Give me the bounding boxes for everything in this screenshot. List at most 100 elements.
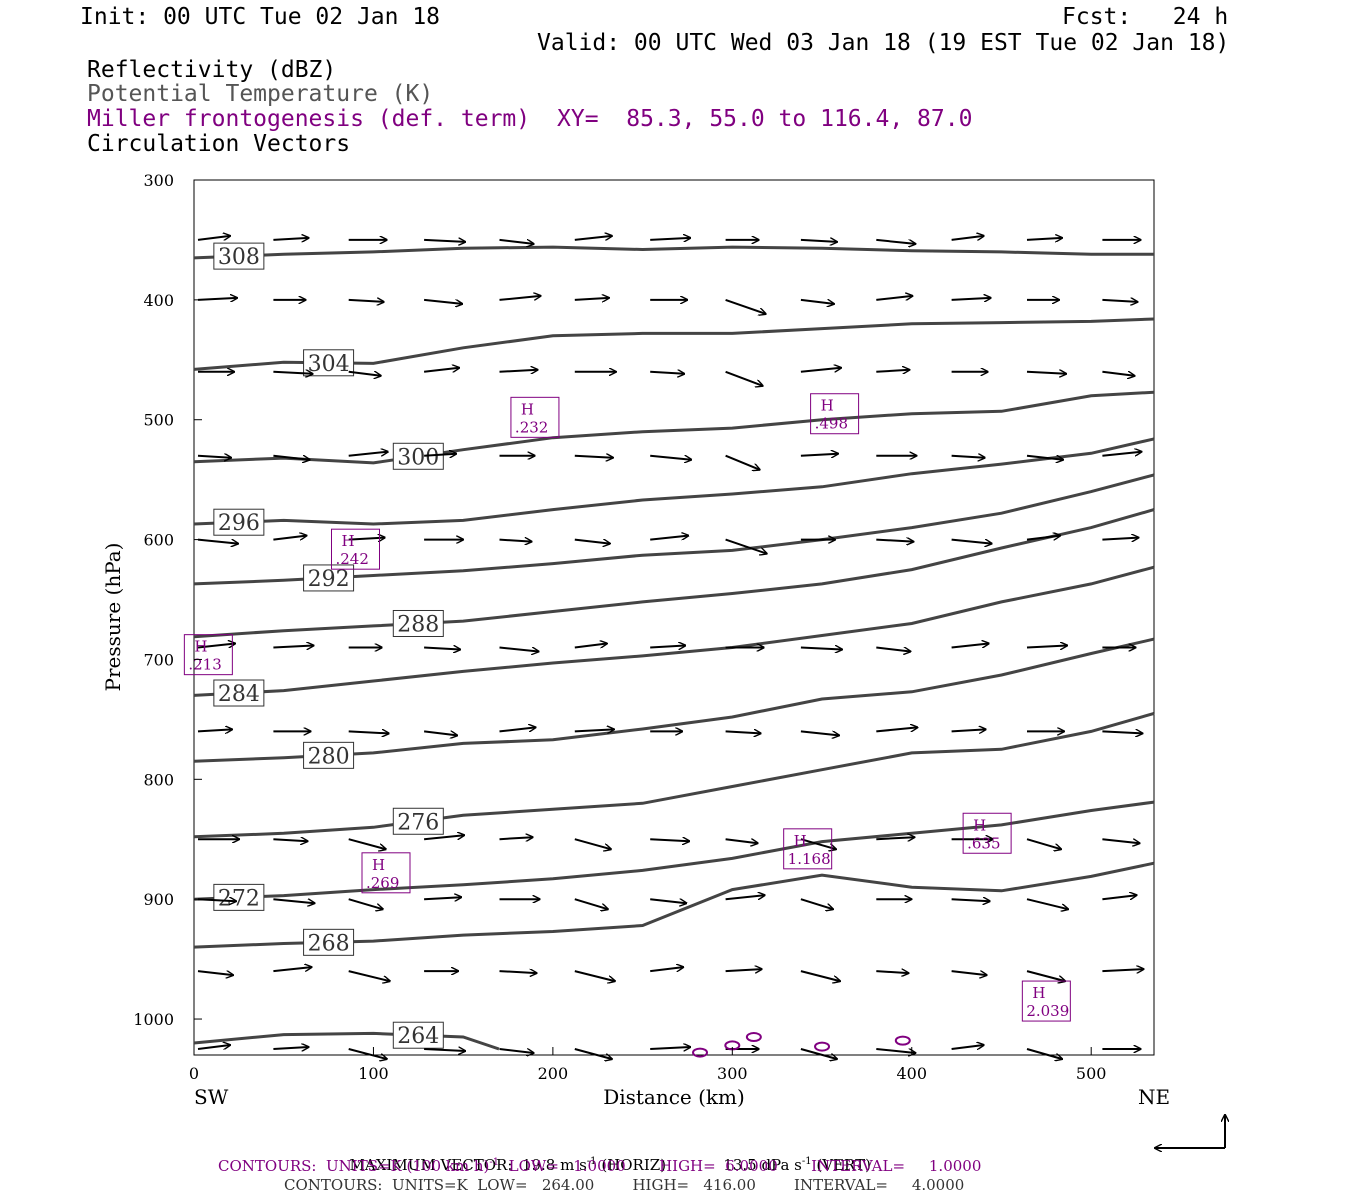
circulation-vector: [499, 971, 537, 973]
theta-contour-296: [193, 437, 1155, 526]
circulation-vector: [876, 296, 912, 301]
circulation-vector: [951, 456, 985, 458]
y-tick-label: 400: [143, 291, 174, 310]
theta-contours: 308 304 300 296 292 288 284 280 276 272 268 264: [193, 242, 1155, 1051]
circulation-vector: [197, 970, 233, 975]
circulation-vector: [1102, 895, 1136, 901]
fronto-contour-prefix: CONTOURS: UNITS=K (100 km h): [218, 1157, 490, 1175]
max-vector-line: MAXIMUM VECTOR: 19.8 m s-1 (HORIZ) 13.5 …: [340, 1138, 871, 1174]
frontogenesis-max-h: H: [1032, 984, 1045, 1002]
frontogenesis-max-value: 1.168: [788, 850, 831, 868]
circulation-vector: [197, 538, 238, 544]
frontogenesis-max-h: H: [521, 400, 534, 418]
circulation-vector: [273, 372, 312, 374]
circulation-vector: [499, 296, 541, 301]
circulation-vector: [499, 646, 539, 652]
circulation-vector: [650, 967, 683, 973]
x-tick-label: 100: [358, 1064, 389, 1083]
circulation-vector: [800, 298, 834, 304]
circulation-vector: [423, 298, 462, 304]
y-tick-label: 300: [143, 171, 174, 190]
reflectivity-label: Reflectivity (dBZ): [87, 57, 337, 83]
frontogenesis-max-h: H: [194, 638, 207, 656]
circulation-vector: [800, 1048, 837, 1059]
theta-label: Potential Temperature (K): [87, 81, 434, 107]
circulation-vector: [424, 240, 465, 242]
theta-contour-264: [193, 1031, 500, 1051]
circulation-vector: [499, 370, 538, 372]
circulation-vector: [876, 238, 915, 244]
frontogenesis-max-box: [510, 396, 560, 438]
circulation-vector: [574, 298, 609, 300]
forecast-hour: Fcst: 24 h: [1062, 4, 1229, 30]
max-vector-horiz-unit: (HORIZ): [601, 1156, 667, 1174]
theta-contour-272: [193, 800, 1155, 901]
y-tick-label: 1000: [133, 1010, 174, 1029]
circulation-vector: [800, 240, 837, 242]
circulation-vector: [574, 236, 612, 241]
theta-contour-304: [193, 317, 1155, 371]
frontogenesis-max-box: [810, 393, 860, 435]
frontogenesis-max-box: [1021, 980, 1071, 1022]
theta-contour-info: CONTOURS: UNITS=K LOW= 264.00 HIGH= 416.…: [284, 1176, 965, 1194]
frontogenesis-max-h: H: [973, 816, 986, 834]
circulation-vector: [424, 454, 456, 456]
circulation-vector: [1102, 370, 1134, 376]
frontogenesis-max-box: [783, 828, 833, 870]
theta-label-296: 296: [218, 511, 260, 536]
frontogenesis-max-value: .498: [815, 415, 848, 433]
frontogenesis-max-value: .242: [335, 550, 368, 568]
frontogenesis-max-value: .232: [515, 418, 548, 436]
frontogenesis-contour: [745, 1032, 762, 1043]
theta-contour-284: [193, 565, 1155, 697]
circulation-vector: [197, 644, 235, 649]
theta-label-308: 308: [218, 245, 260, 270]
frontogenesis-contour: [814, 1041, 831, 1052]
circulation-vector: [273, 454, 309, 460]
circulation-vector: [273, 646, 313, 648]
circulation-vector: [650, 372, 684, 374]
circulation-vector: [574, 1048, 612, 1059]
valid-time: Valid: 00 UTC Wed 03 Jan 18 (19 EST Tue …: [537, 30, 1230, 56]
frontogenesis-max-box: [962, 812, 1012, 854]
circulation-vector: [876, 837, 914, 839]
circulation-vector: [876, 370, 909, 372]
x-axis-label: Distance (km): [603, 1085, 745, 1109]
circulation-vector: [273, 536, 306, 541]
frontogenesis-max-value: .213: [188, 656, 221, 674]
circulation-vector: [348, 370, 381, 376]
circulation-vector: [424, 1049, 465, 1051]
circulation-vector: [197, 236, 230, 241]
y-tick-label: 500: [143, 411, 174, 430]
theta-label-272: 272: [218, 886, 260, 911]
circulation-vector: [650, 238, 690, 240]
max-vector-vert: 13.5 dPa s: [723, 1156, 802, 1174]
circulation-vector: [197, 456, 231, 458]
circulation-vector: [197, 298, 237, 300]
circulation-vector: [348, 898, 383, 909]
circulation-vector: [423, 730, 457, 735]
theta-label-box: [213, 242, 265, 270]
circulation-vector: [348, 1048, 387, 1059]
circulation-vector: [951, 236, 984, 241]
vectors-label: Circulation Vectors: [87, 131, 351, 157]
frontogenesis-max-box: [183, 634, 233, 676]
theta-label-box: [213, 883, 265, 911]
frontogenesis-maxima: H.232H.242H.213H.498H.269H1.168H.635H2.0…: [183, 393, 1071, 1058]
circulation-vector: [1026, 646, 1067, 648]
circulation-vector: [424, 648, 460, 650]
circulation-vector: [800, 454, 838, 456]
circulation-vector: [725, 454, 760, 470]
frontogenesis-max-value: .635: [967, 834, 1000, 852]
circulation-vector: [951, 970, 987, 975]
theta-label-292: 292: [308, 567, 350, 592]
theta-label-box: [392, 807, 444, 835]
frontogenesis-contour-info: CONTOURS: UNITS=K (100 km h)-1 LOW= 1.00…: [218, 1157, 981, 1175]
theta-label-300: 300: [397, 445, 439, 470]
theta-label-264: 264: [397, 1024, 439, 1049]
circulation-vector: [1026, 372, 1066, 374]
axis-ticks: 0 100 200 300 400 500 300 400 500 600 700 800 900 100…: [133, 171, 1106, 1083]
circulation-vector: [650, 839, 689, 841]
theta-label-box: [303, 349, 355, 377]
